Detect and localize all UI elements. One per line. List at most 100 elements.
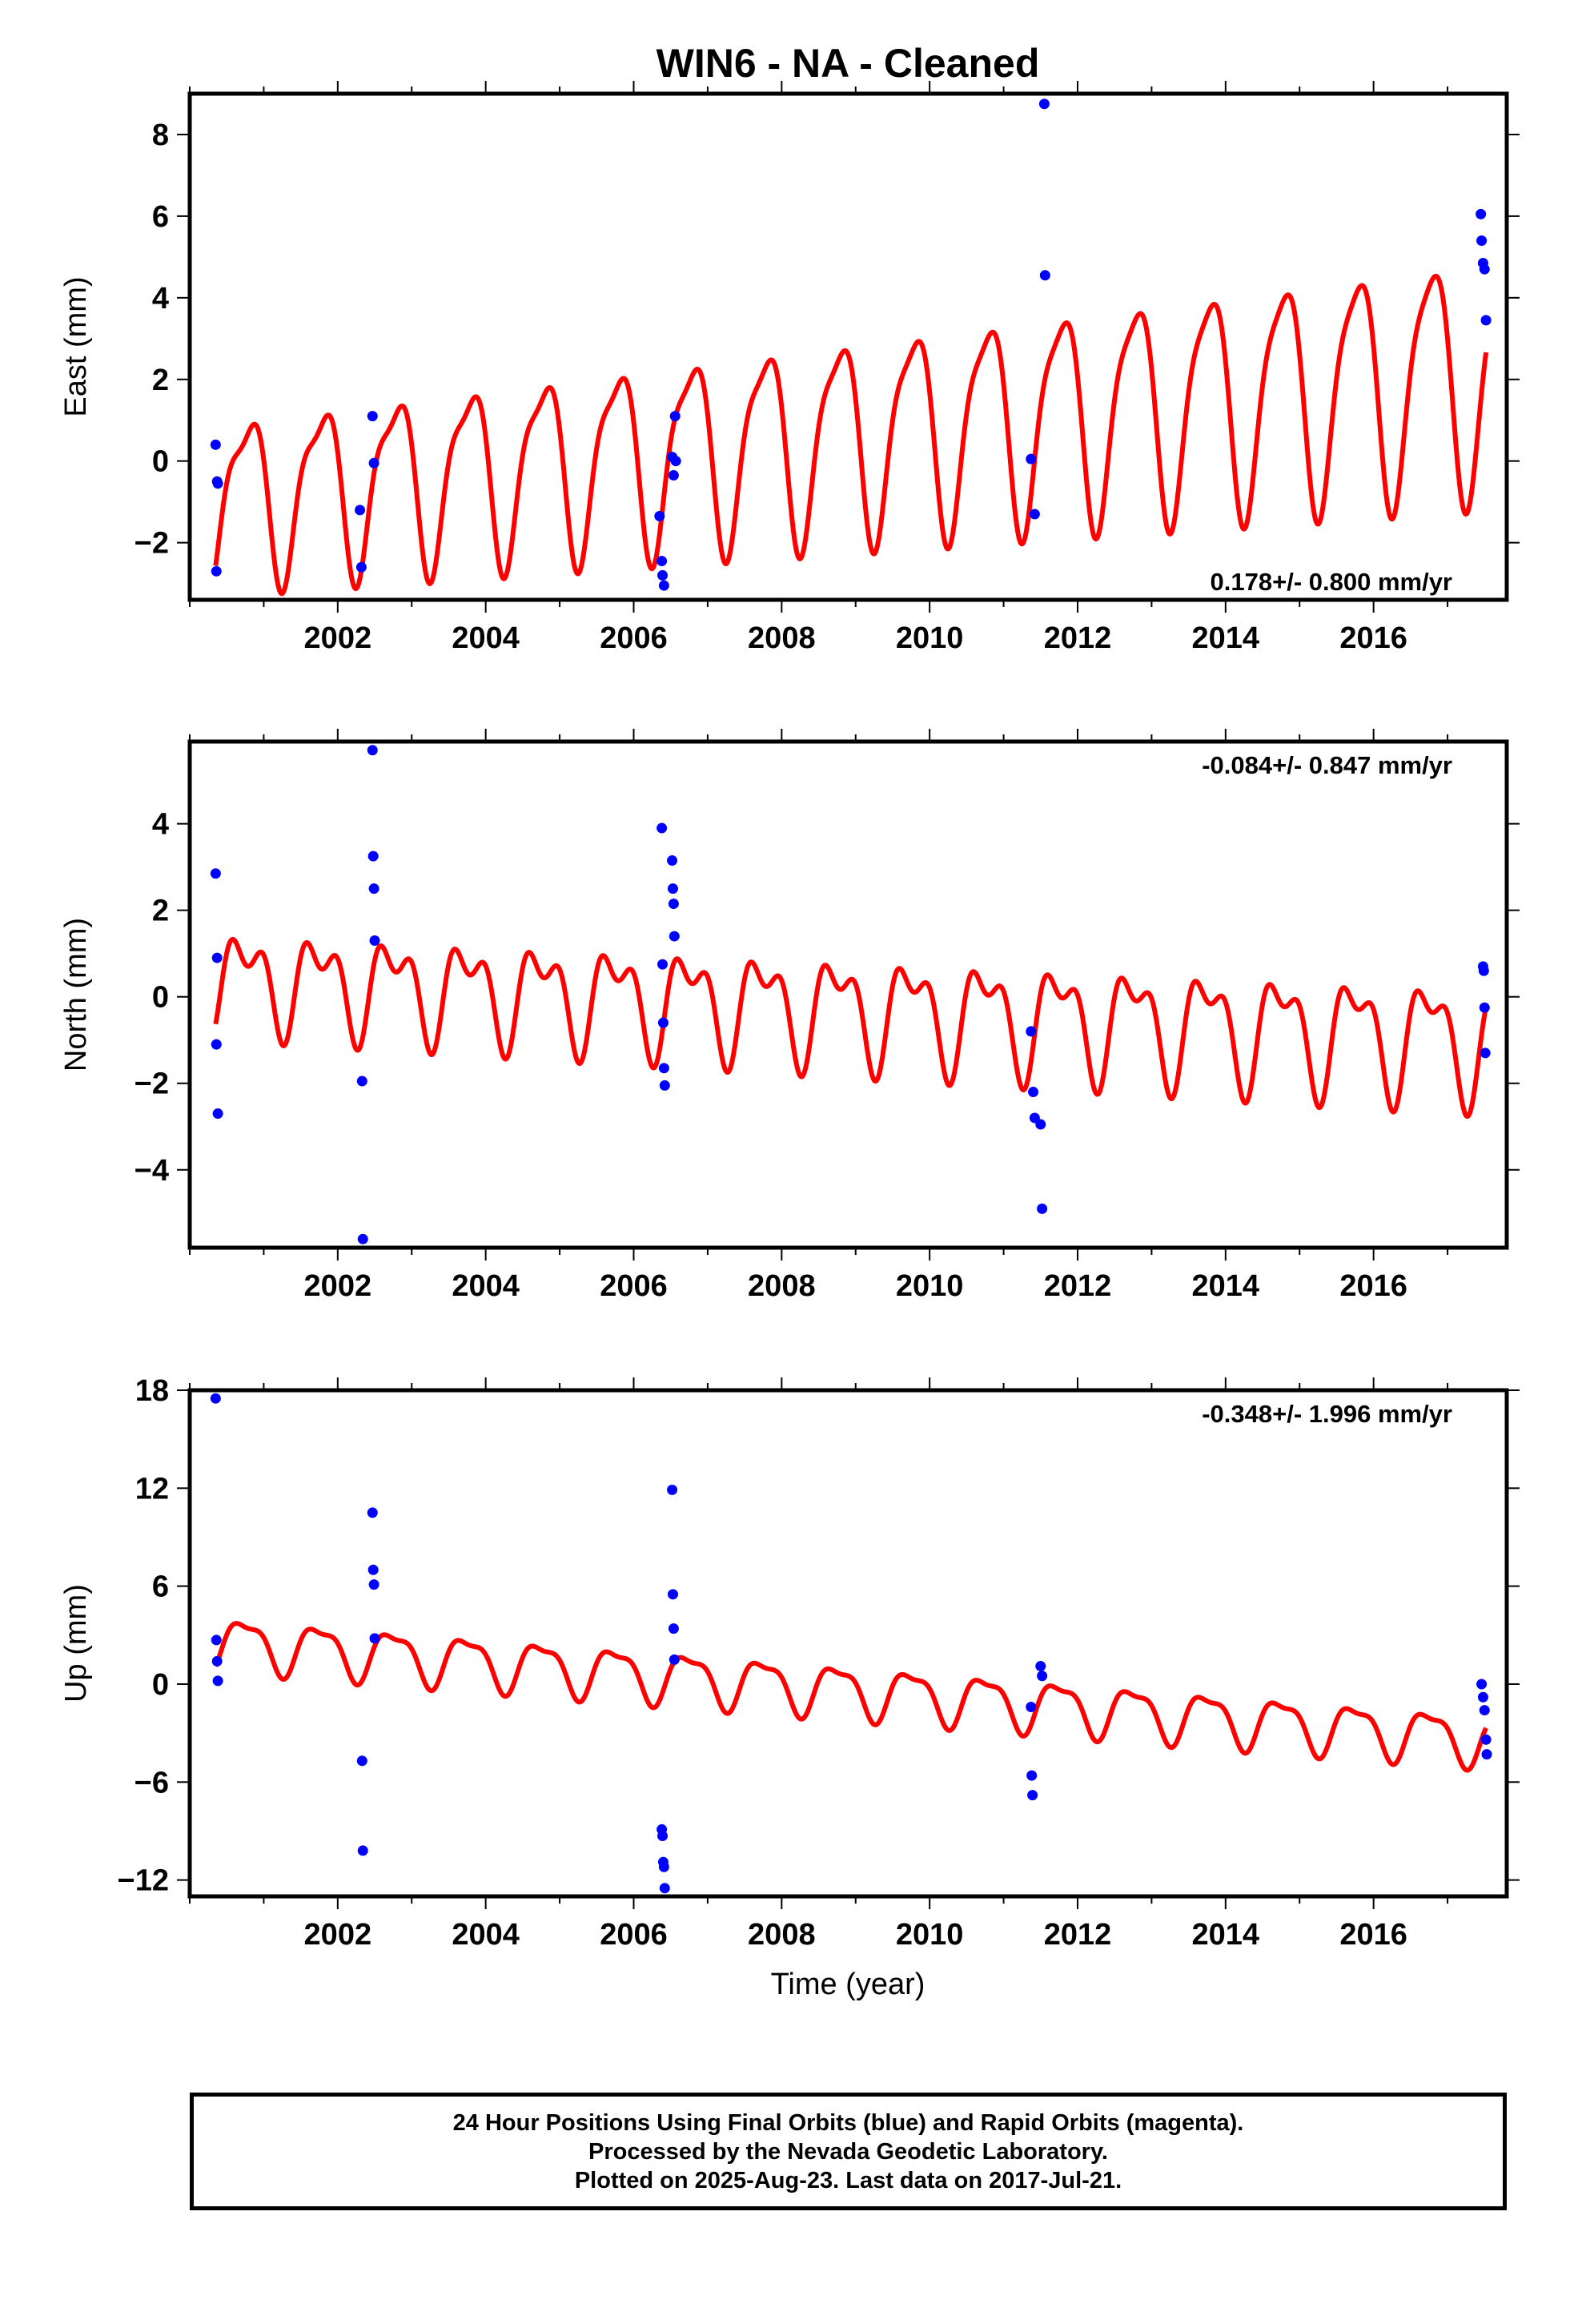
east-data-point [210,439,221,450]
up-data-point [367,1564,379,1575]
up-xtick-label: 2002 [304,1918,372,1952]
up-data-point [667,1484,678,1495]
east-xtick-label: 2016 [1339,621,1407,655]
east-data-point [367,411,378,422]
east-data-point [211,565,222,577]
up-data-layer [213,1621,1488,1773]
up-data-point [357,1845,368,1856]
up-xtick-label: 2010 [896,1918,964,1952]
north-data-point [656,822,668,834]
north-data-point [1480,1047,1491,1059]
up-xtick-label: 2012 [1044,1918,1112,1952]
up-data-point [212,1675,223,1687]
east-ytick-label: 4 [152,282,169,316]
north-data-point [369,935,380,946]
up-data-point [1037,1671,1048,1682]
north-data-point [1037,1203,1048,1214]
north-data-point [356,1076,367,1087]
east-data-point [670,456,681,467]
north-data-point [667,855,678,866]
east-xtick-label: 2002 [304,621,372,655]
up-data-point [1477,1691,1488,1703]
up-data-point [1026,1702,1037,1713]
up-xtick-label: 2006 [600,1918,668,1952]
up-data-point [211,1634,222,1646]
north-ytick-label: 2 [152,895,169,928]
north-ytick-label: −2 [135,1068,169,1101]
up-data-point [658,1861,669,1872]
north-data-point [657,1017,669,1028]
north-data-point [659,1080,670,1091]
up-data-point [369,1633,380,1644]
east-model-curve [213,273,1489,597]
north-xtick-label: 2004 [452,1269,520,1303]
up-data-point [367,1507,378,1518]
east-data-point [212,478,223,489]
footer-line-3: Plotted on 2025-Aug-23. Last data on 201… [574,2167,1122,2193]
north-xtick-label: 2002 [304,1269,372,1303]
up-data-point [669,1654,680,1665]
up-data-point [1026,1770,1038,1781]
north-rate-annotation: -0.084+/- 0.847 mm/yr [1202,751,1452,779]
north-data-point [1035,1119,1046,1130]
east-plot-frame [187,91,1509,602]
north-data-point [212,1108,223,1120]
east-data-point [654,511,665,522]
east-ytick-label: 0 [152,445,169,479]
north-data-point [367,850,379,862]
north-xtick-label: 2006 [600,1269,668,1303]
east-data-point [669,411,681,422]
up-data-point [210,1393,221,1404]
north-xtick-label: 2016 [1339,1269,1407,1303]
up-xtick-label: 2008 [748,1918,816,1952]
footer-line-2: Processed by the Nevada Geodetic Laborat… [588,2138,1108,2165]
east-data-point [1476,235,1488,246]
north-data-point [669,931,680,942]
east-data-point [1026,453,1037,464]
north-data-point [210,868,221,879]
up-data-point [668,1623,679,1634]
north-data-point [367,745,378,756]
east-data-point [656,556,668,567]
up-data-point [1479,1705,1490,1716]
east-xtick-label: 2014 [1192,621,1260,655]
footer-line-1: 24 Hour Positions Using Final Orbits (bl… [452,2109,1244,2136]
north-ytick-label: 0 [152,981,169,1015]
up-panel: 2002 2004 2006 2008 2010 2012 2014 2016 −12 −6 0 6 1… [59,1374,1520,1952]
east-data-point [355,505,366,516]
east-panel: 2002 2004 2006 2008 2010 2012 2014 2016 −2 0 2 4 6 8 E… [59,81,1520,655]
north-data-point [1028,1087,1039,1098]
north-data-point [211,1039,222,1050]
up-model-curve [213,1621,1488,1773]
north-data-point [211,952,223,963]
up-data-point [211,1655,223,1667]
east-xtick-label: 2004 [452,621,520,655]
footer-caption-box: 24 Hour Positions Using Final Orbits (bl… [190,2093,1507,2210]
up-data-point [657,1831,669,1842]
east-rate-annotation: 0.178+/- 0.800 mm/yr [1211,568,1452,596]
east-data-point [355,561,367,573]
north-data-point [667,883,678,895]
east-data-point [1029,509,1040,520]
north-xtick-label: 2010 [896,1269,964,1303]
east-data-point [1480,315,1492,326]
up-data-point [1035,1661,1046,1672]
up-y-axis-label: Up (mm) [59,1584,93,1703]
north-data-point [357,1233,368,1244]
x-axis-label: Time (year) [771,1968,926,2001]
up-rate-annotation: -0.348+/- 1.996 mm/yr [1202,1400,1452,1428]
up-data-point [659,1883,670,1894]
east-data-point [1038,99,1050,110]
up-xtick-label: 2016 [1339,1918,1407,1952]
north-data-point [1026,1026,1037,1037]
east-ytick-label: −2 [135,527,169,561]
up-data-point [356,1755,367,1767]
up-data-point [1476,1679,1488,1690]
east-data-point [1476,208,1487,219]
north-xtick-label: 2014 [1192,1269,1260,1303]
up-ytick-label: 6 [152,1570,169,1604]
north-data-point [668,899,679,910]
east-data-point [658,580,669,591]
east-ytick-label: 8 [152,119,169,152]
